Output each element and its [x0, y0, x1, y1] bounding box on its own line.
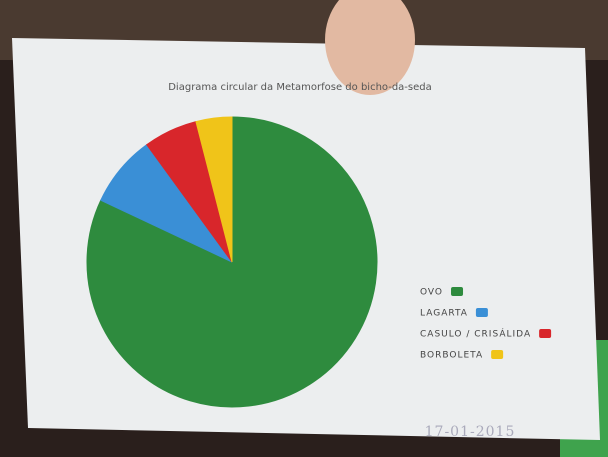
legend-label: OVO: [420, 288, 443, 298]
legend-label: CASULO / CRISÁLIDA: [420, 328, 531, 340]
legend-swatch: [451, 287, 464, 296]
legend-swatch: [539, 329, 552, 338]
legend-label: BORBOLETA: [420, 351, 483, 361]
pie-slice: [195, 116, 233, 263]
legend-swatch: [475, 308, 488, 317]
legend-swatch: [491, 350, 504, 359]
legend-label: LAGARTA: [420, 309, 468, 319]
pie: [86, 116, 378, 408]
finger: [325, 0, 415, 95]
legend: OVO LAGARTA CASULO / CRISÁLIDA BORBOLETA: [420, 287, 552, 361]
chart-title: Diagrama circular da Metamorfose do bich…: [168, 82, 432, 93]
date: 17-01-2015: [425, 424, 516, 440]
